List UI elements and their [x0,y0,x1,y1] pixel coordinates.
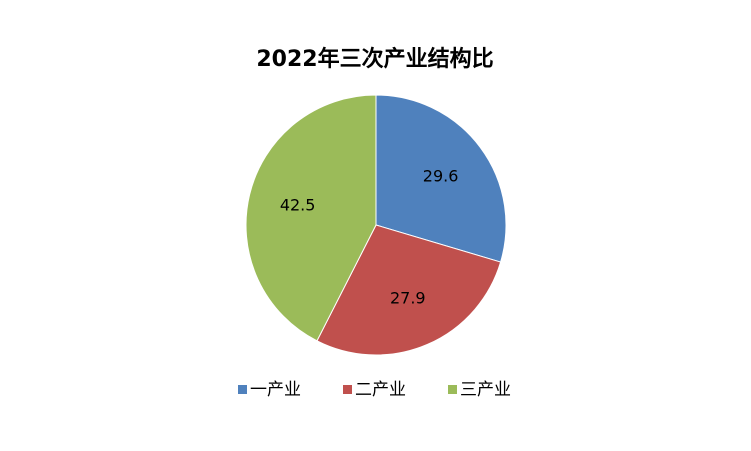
pie-slice [245,94,377,342]
chart-title: 2022年三次产业结构比 [256,46,493,72]
legend-marker [448,385,457,394]
pie-slice [375,94,507,263]
legend-label: 三产业 [460,380,511,400]
data-label: 27.9 [390,289,426,308]
pie-slice [316,224,502,356]
legend-label: 二产业 [355,380,406,400]
data-label: 29.6 [423,166,459,185]
legend-marker [343,385,352,394]
data-label: 42.5 [280,196,316,215]
legend-marker [238,385,247,394]
legend-label: 一产业 [250,380,301,400]
